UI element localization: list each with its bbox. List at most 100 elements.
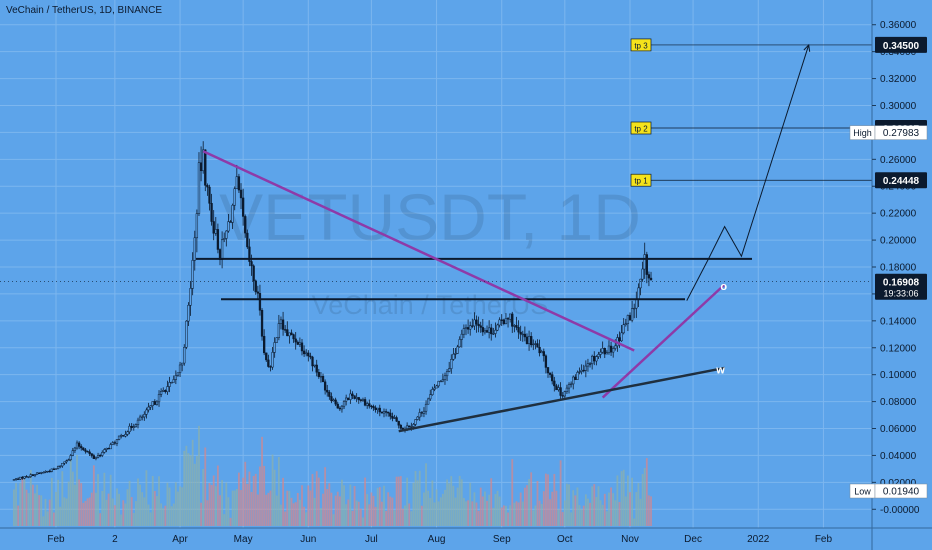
volume-bar xyxy=(156,496,158,526)
volume-bar xyxy=(338,496,341,526)
candle-body xyxy=(328,391,331,397)
candle-body xyxy=(212,221,215,234)
candle-body xyxy=(128,425,131,433)
candle-body xyxy=(170,382,173,384)
candle-body xyxy=(351,393,354,396)
volume-bar xyxy=(334,495,337,526)
candle-body xyxy=(525,336,529,344)
candle-body xyxy=(279,319,283,324)
candle-body xyxy=(56,466,60,469)
candle-body xyxy=(572,376,575,385)
projection-path xyxy=(686,44,810,301)
candle-body xyxy=(429,394,432,400)
candle-body xyxy=(431,389,434,395)
volume-bar xyxy=(174,482,177,526)
candle-body xyxy=(464,327,468,329)
candle-body xyxy=(557,387,560,391)
candle-body xyxy=(94,456,98,459)
volume-bar xyxy=(74,484,76,526)
volume-bar xyxy=(128,480,131,526)
volume-bar xyxy=(149,512,152,526)
candles[interactable] xyxy=(12,141,653,481)
candle-body xyxy=(588,363,592,365)
low-value-box xyxy=(874,483,928,499)
candle-body xyxy=(607,345,611,353)
candle-body xyxy=(538,346,541,354)
volume-bar xyxy=(82,502,85,526)
candle-body xyxy=(603,348,606,355)
volume-bar xyxy=(57,479,60,526)
candle-body xyxy=(132,426,135,428)
volume-bar xyxy=(620,471,623,526)
candle-body xyxy=(202,149,205,172)
candle-body xyxy=(548,372,552,375)
volume-bar xyxy=(34,493,36,526)
candle-body xyxy=(338,407,341,410)
price-tick-label: 0.14000 xyxy=(880,316,917,327)
volume-bar xyxy=(153,491,156,526)
volume-bar xyxy=(502,505,505,526)
volume-bar xyxy=(494,494,497,526)
candle-body xyxy=(284,329,287,331)
candle-body xyxy=(29,474,32,477)
candle-body xyxy=(580,369,583,372)
candle-body xyxy=(466,327,470,330)
candle-body xyxy=(239,189,243,199)
candle-body xyxy=(181,362,184,366)
wave-label: o xyxy=(720,281,727,293)
rising-support-line xyxy=(601,283,726,399)
volume-bar xyxy=(540,503,543,526)
volume-bar xyxy=(172,503,175,526)
volume-bar xyxy=(462,498,465,526)
time-axis[interactable]: Feb 2 Apr May Jun Jul Aug Sep Oct Nov Dec 2022 Feb xyxy=(0,527,932,545)
symbol-title[interactable]: VeChain / TetherUS, 1D, BINANCE xyxy=(6,5,162,16)
volume-bar xyxy=(364,477,366,526)
candle-body xyxy=(643,254,646,270)
volume-bar xyxy=(221,480,224,526)
downtrend-line xyxy=(202,150,635,352)
volume-bar xyxy=(391,497,394,526)
watermark-name: VeChain / TetherUS xyxy=(312,290,549,320)
volume-bar xyxy=(248,471,251,526)
volume-bar xyxy=(420,505,423,526)
candle-body xyxy=(323,381,327,391)
candle-body xyxy=(437,381,440,387)
volume-bar xyxy=(454,497,457,526)
volume-bar xyxy=(561,512,564,526)
candle-body xyxy=(172,379,175,383)
volume-bar xyxy=(336,491,339,526)
volume-bar xyxy=(498,496,501,526)
drawings[interactable]: w o tp 3 tp 2 tp 1 xyxy=(0,38,872,433)
volume-bar xyxy=(317,477,320,526)
volume-bar xyxy=(536,480,539,526)
candle-body xyxy=(141,416,144,418)
candle-body xyxy=(361,399,365,401)
candle-body xyxy=(485,330,489,333)
candle-body xyxy=(412,424,415,427)
candle-body xyxy=(250,261,253,267)
candle-body xyxy=(443,375,447,380)
volume-bar xyxy=(46,511,49,526)
volume-bar xyxy=(189,455,192,526)
volume-bar xyxy=(626,475,629,526)
candle-body xyxy=(227,221,230,232)
candle-body xyxy=(269,366,272,368)
candle-body xyxy=(263,336,266,354)
volume-bar xyxy=(515,501,518,526)
volume-bar xyxy=(107,493,110,526)
volume-bar xyxy=(229,517,232,526)
volume-bar xyxy=(44,498,47,526)
candle-body xyxy=(187,304,190,322)
volume-bar xyxy=(486,500,488,526)
volume-bar xyxy=(269,490,272,526)
volume-bar xyxy=(50,477,53,526)
candle-body xyxy=(536,343,539,348)
volume-bar xyxy=(648,495,650,526)
volume-bar xyxy=(505,505,507,526)
candle-body xyxy=(252,265,255,282)
volume-bar xyxy=(376,487,379,526)
candle-body xyxy=(382,411,386,414)
price-axis[interactable]: 0.360000.340000.320000.300000.280000.260… xyxy=(849,0,928,550)
candle-body xyxy=(420,412,423,414)
